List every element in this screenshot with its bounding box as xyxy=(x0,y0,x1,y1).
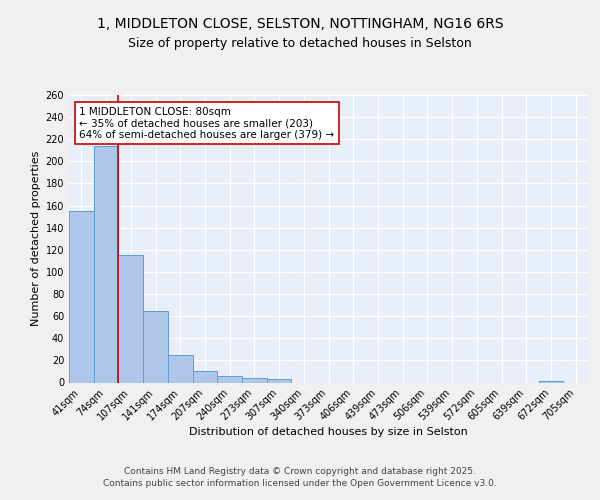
Bar xyxy=(267,379,292,382)
Text: 1, MIDDLETON CLOSE, SELSTON, NOTTINGHAM, NG16 6RS: 1, MIDDLETON CLOSE, SELSTON, NOTTINGHAM,… xyxy=(97,18,503,32)
Bar xyxy=(168,355,193,382)
Bar xyxy=(242,378,267,382)
Bar xyxy=(94,146,118,382)
Bar xyxy=(193,372,217,382)
Text: Contains HM Land Registry data © Crown copyright and database right 2025.
Contai: Contains HM Land Registry data © Crown c… xyxy=(103,466,497,487)
Bar xyxy=(118,256,143,382)
Bar xyxy=(69,211,94,382)
Text: 1 MIDDLETON CLOSE: 80sqm
← 35% of detached houses are smaller (203)
64% of semi-: 1 MIDDLETON CLOSE: 80sqm ← 35% of detach… xyxy=(79,106,335,140)
Bar xyxy=(217,376,242,382)
X-axis label: Distribution of detached houses by size in Selston: Distribution of detached houses by size … xyxy=(189,426,468,436)
Bar xyxy=(143,310,168,382)
Y-axis label: Number of detached properties: Number of detached properties xyxy=(31,151,41,326)
Text: Size of property relative to detached houses in Selston: Size of property relative to detached ho… xyxy=(128,38,472,51)
